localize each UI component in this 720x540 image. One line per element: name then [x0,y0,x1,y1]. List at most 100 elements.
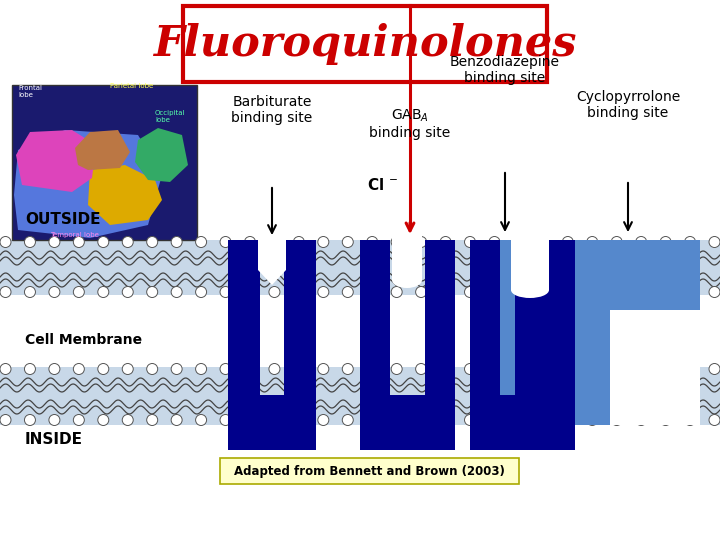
Circle shape [709,237,720,247]
Bar [0,367,720,425]
Circle shape [342,415,354,426]
Circle shape [245,363,256,375]
Circle shape [122,363,133,375]
Text: Parietal lobe: Parietal lobe [110,83,153,89]
Circle shape [660,415,671,426]
Circle shape [587,237,598,247]
Bar [470,240,700,425]
Circle shape [636,415,647,426]
Text: Adapted from Bennett and Brown (2003): Adapted from Bennett and Brown (2003) [233,464,505,477]
Circle shape [98,237,109,247]
Circle shape [342,363,354,375]
Circle shape [464,237,475,247]
Circle shape [464,287,475,298]
Circle shape [391,287,402,298]
Bar [228,240,260,450]
Text: Cyclopyrrolone
binding site: Cyclopyrrolone binding site [576,90,680,120]
Circle shape [685,415,696,426]
Circle shape [587,363,598,375]
Circle shape [611,237,622,247]
Text: Benzodiazepine
binding site: Benzodiazepine binding site [450,55,560,85]
Circle shape [685,237,696,247]
Circle shape [440,287,451,298]
Circle shape [538,287,549,298]
Bar [470,395,575,450]
Circle shape [366,415,378,426]
Circle shape [24,415,35,426]
Polygon shape [88,165,162,225]
Circle shape [489,287,500,298]
Circle shape [293,363,305,375]
Bar [0,240,720,295]
Circle shape [685,363,696,375]
Circle shape [611,363,622,375]
Circle shape [464,415,475,426]
Bar [396,240,418,285]
Circle shape [73,237,84,247]
Circle shape [415,287,427,298]
Circle shape [24,363,35,375]
Circle shape [196,415,207,426]
FancyBboxPatch shape [183,6,547,82]
Circle shape [147,237,158,247]
Circle shape [220,237,231,247]
Circle shape [171,237,182,247]
Polygon shape [135,128,188,182]
Circle shape [709,363,720,375]
Text: OUTSIDE: OUTSIDE [25,213,101,227]
Circle shape [196,363,207,375]
Circle shape [489,237,500,247]
Circle shape [709,287,720,298]
Circle shape [538,415,549,426]
Circle shape [147,287,158,298]
Circle shape [147,363,158,375]
Circle shape [0,237,11,247]
Circle shape [245,415,256,426]
Polygon shape [14,130,162,238]
Circle shape [440,363,451,375]
Text: Barbiturate
binding site: Barbiturate binding site [231,95,312,125]
Circle shape [245,287,256,298]
Circle shape [196,237,207,247]
Bar [360,395,455,450]
Circle shape [122,287,133,298]
Circle shape [171,363,182,375]
Circle shape [636,287,647,298]
Text: Temporal lobe: Temporal lobe [50,232,99,238]
Circle shape [0,415,11,426]
Circle shape [440,415,451,426]
Circle shape [562,287,573,298]
Circle shape [98,287,109,298]
Circle shape [685,287,696,298]
Circle shape [513,287,524,298]
Bar [12,85,197,240]
Circle shape [220,415,231,426]
Bar [545,240,575,450]
Circle shape [122,415,133,426]
Circle shape [513,363,524,375]
Circle shape [415,363,427,375]
Circle shape [147,415,158,426]
Circle shape [709,415,720,426]
Text: Occipital
lobe: Occipital lobe [155,110,186,123]
Circle shape [220,363,231,375]
Circle shape [269,287,280,298]
Circle shape [73,287,84,298]
Circle shape [513,237,524,247]
Circle shape [562,363,573,375]
Circle shape [562,415,573,426]
Circle shape [391,363,402,375]
Circle shape [636,363,647,375]
Circle shape [660,363,671,375]
Circle shape [98,415,109,426]
Circle shape [318,237,329,247]
Circle shape [489,363,500,375]
Text: Cell Membrane: Cell Membrane [25,333,142,347]
Bar [470,240,500,450]
Polygon shape [258,270,286,285]
Circle shape [293,415,305,426]
Circle shape [73,415,84,426]
Circle shape [660,237,671,247]
Ellipse shape [511,282,549,298]
Circle shape [98,363,109,375]
